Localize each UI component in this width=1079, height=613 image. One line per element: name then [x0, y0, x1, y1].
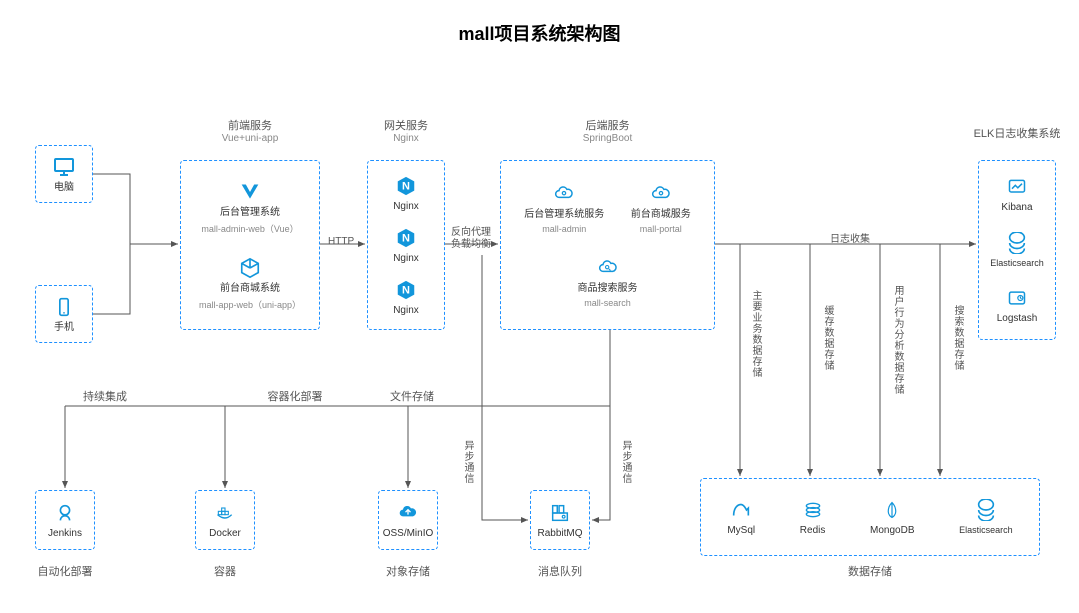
nginx-1: N Nginx	[393, 174, 419, 213]
group-label-objstore: 对象存储	[378, 563, 438, 579]
datastore-box: MySql Redis MongoDB Elasticsearch	[700, 478, 1040, 556]
jenkins-box: Jenkins	[35, 490, 95, 550]
nginx-2: N Nginx	[393, 226, 419, 265]
group-label-filestore: 文件存储	[382, 388, 442, 404]
mobile-icon	[52, 295, 76, 319]
group-label-elk: ELK日志收集系统	[958, 125, 1076, 141]
mysql-node: MySql	[727, 498, 755, 537]
frontend-box: 后台管理系统 mall-admin-web（Vue） 前台商城系统 mall-a…	[180, 160, 320, 330]
diagram-title: mall项目系统架构图	[0, 20, 1079, 46]
frontend-portal: 前台商城系统 mall-app-web（uni-app）	[199, 256, 301, 311]
edge-label-http: HTTP	[328, 236, 354, 247]
group-label-container: 容器化部署	[255, 388, 335, 404]
docker-box: Docker	[195, 490, 255, 550]
group-label-autodeploy: 自动化部署	[30, 563, 100, 579]
edge-label-async2: 异步通信	[618, 440, 633, 484]
vue-icon	[238, 180, 262, 204]
edge-label-mysql: 主要业务数据存储	[748, 290, 763, 378]
frontend-admin: 后台管理系统 mall-admin-web（Vue）	[201, 180, 298, 235]
monitor-icon	[52, 155, 76, 179]
client-mobile: 手机	[35, 285, 93, 343]
client-pc: 电脑	[35, 145, 93, 203]
edge-label-mongo: 用户行为分析数据存储	[890, 285, 905, 395]
cloud-upload-icon	[396, 501, 420, 525]
cloud-icon	[649, 182, 673, 206]
backend-box: 后台管理系统服务 mall-admin 前台商城服务 mall-portal 商…	[500, 160, 715, 330]
es-node: Elasticsearch	[959, 498, 1013, 536]
nginx-3: N Nginx	[393, 278, 419, 317]
edge-label-log: 日志收集	[830, 230, 870, 245]
mongodb-icon	[880, 498, 904, 522]
logstash-icon	[1005, 286, 1029, 310]
group-label-ci: 持续集成	[75, 388, 135, 404]
edge-label-proxy: 反向代理 负载均衡	[451, 227, 491, 251]
elasticsearch-icon	[974, 498, 998, 522]
svg-text:N: N	[402, 232, 410, 244]
cloud-icon	[552, 182, 576, 206]
gateway-box: N Nginx N Nginx N Nginx	[367, 160, 445, 330]
elk-es: Elasticsearch	[990, 231, 1044, 269]
cloud-search-icon	[596, 256, 620, 280]
group-label-datastore: 数据存储	[700, 563, 1040, 579]
svg-text:N: N	[402, 284, 410, 296]
mongo-node: MongoDB	[870, 498, 914, 537]
group-label-gateway: 网关服务 Nginx	[367, 117, 445, 144]
elk-kibana: Kibana	[1001, 175, 1032, 214]
edge-label-es: 搜索数据存储	[950, 305, 965, 371]
edge-label-redis: 缓存数据存储	[820, 305, 835, 371]
group-label-mq: 消息队列	[530, 563, 590, 579]
edge-label-async1: 异步通信	[460, 440, 475, 484]
elasticsearch-icon	[1005, 231, 1029, 255]
jenkins-icon	[53, 501, 77, 525]
backend-search: 商品搜索服务 mall-search	[578, 256, 638, 308]
rabbit-box: RabbitMQ	[530, 490, 590, 550]
group-label-backend: 后端服务 SpringBoot	[500, 117, 715, 144]
redis-node: Redis	[800, 498, 826, 537]
cube-icon	[238, 256, 262, 280]
redis-icon	[801, 498, 825, 522]
group-label-containerlbl: 容器	[195, 563, 255, 579]
nginx-icon: N	[394, 174, 418, 198]
mysql-icon	[729, 498, 753, 522]
chart-icon	[1005, 175, 1029, 199]
docker-icon	[213, 501, 237, 525]
svg-text:N: N	[402, 180, 410, 192]
nginx-icon: N	[394, 278, 418, 302]
oss-box: OSS/MinIO	[378, 490, 438, 550]
backend-admin: 后台管理系统服务 mall-admin	[524, 171, 604, 245]
rabbitmq-icon	[548, 501, 572, 525]
nginx-icon: N	[394, 226, 418, 250]
elk-logstash: Logstash	[997, 286, 1038, 325]
group-label-frontend: 前端服务 Vue+uni-app	[180, 117, 320, 144]
backend-portal: 前台商城服务 mall-portal	[631, 171, 691, 245]
elk-box: Kibana Elasticsearch Logstash	[978, 160, 1056, 340]
